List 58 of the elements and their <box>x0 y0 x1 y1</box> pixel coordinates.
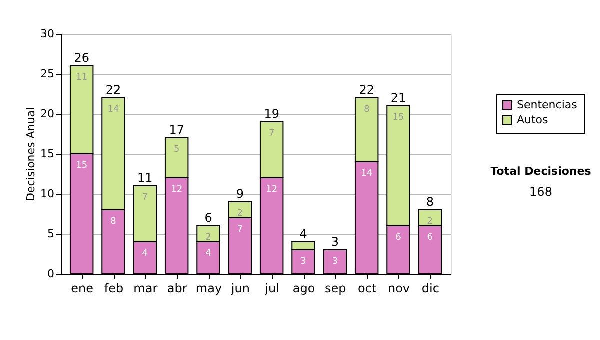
total-label: 26 <box>74 51 90 65</box>
x-tick-label: oct <box>358 282 377 296</box>
x-tick-label: dic <box>422 282 440 296</box>
y-tick-label: 20 <box>40 108 54 120</box>
x-tick-label: feb <box>104 282 124 296</box>
data-label: 5 <box>174 144 180 155</box>
x-tick-label: jul <box>264 282 280 296</box>
data-label: 8 <box>364 104 370 115</box>
text: 168 <box>530 185 552 199</box>
total-label: 6 <box>204 211 212 225</box>
data-label: 2 <box>206 232 212 243</box>
total-label: 22 <box>359 83 374 97</box>
total-label: 3 <box>331 235 339 249</box>
data-label: 7 <box>268 128 275 139</box>
y-tick-label: 0 <box>48 268 54 280</box>
data-label: 2 <box>427 216 434 227</box>
data-label: 6 <box>427 232 434 243</box>
total-label: 17 <box>169 123 184 137</box>
text: Total Decisiones <box>490 165 592 178</box>
data-label: 4 <box>206 248 212 259</box>
x-tick-label: sep <box>325 282 346 296</box>
y-tick-label: 25 <box>40 68 54 80</box>
x-tick-label: abr <box>167 282 188 296</box>
data-label: 12 <box>171 184 183 195</box>
total-label: 4 <box>300 227 308 241</box>
data-label: 14 <box>361 168 373 179</box>
data-label: 12 <box>266 184 278 195</box>
x-tick-label: ago <box>292 282 316 296</box>
data-label: 11 <box>76 72 88 83</box>
y-tick-label: 30 <box>40 28 54 40</box>
data-label: 8 <box>110 216 117 227</box>
y-tick-label: 15 <box>40 148 54 160</box>
legend-label: Autos <box>517 114 549 126</box>
total-label: 22 <box>106 83 122 97</box>
y-axis-title: Decisiones Anual <box>24 107 38 202</box>
data-label: 7 <box>237 224 244 235</box>
data-label: 6 <box>396 232 402 243</box>
total-label: 8 <box>426 195 434 209</box>
data-label: 7 <box>142 192 148 203</box>
data-label: 3 <box>332 256 338 267</box>
x-tick-label: nov <box>388 282 410 296</box>
total-label: 9 <box>236 187 244 201</box>
data-label: 4 <box>142 248 148 259</box>
data-label: 3 <box>300 256 306 267</box>
x-tick-label: mar <box>134 282 158 296</box>
total-label: 11 <box>138 171 153 185</box>
data-label: 14 <box>108 104 120 115</box>
total-label: 19 <box>264 107 280 121</box>
y-tick-label: 5 <box>48 228 54 240</box>
x-tick-label: may <box>196 282 222 296</box>
legend-label: Sentencias <box>517 98 578 112</box>
x-tick-label: jun <box>230 282 250 296</box>
data-label: 15 <box>392 112 404 123</box>
data-label: 15 <box>76 160 88 171</box>
total-label: 21 <box>390 91 406 105</box>
x-tick-label: ene <box>71 282 94 296</box>
y-tick-label: 10 <box>40 188 54 200</box>
data-label: 2 <box>237 208 244 219</box>
